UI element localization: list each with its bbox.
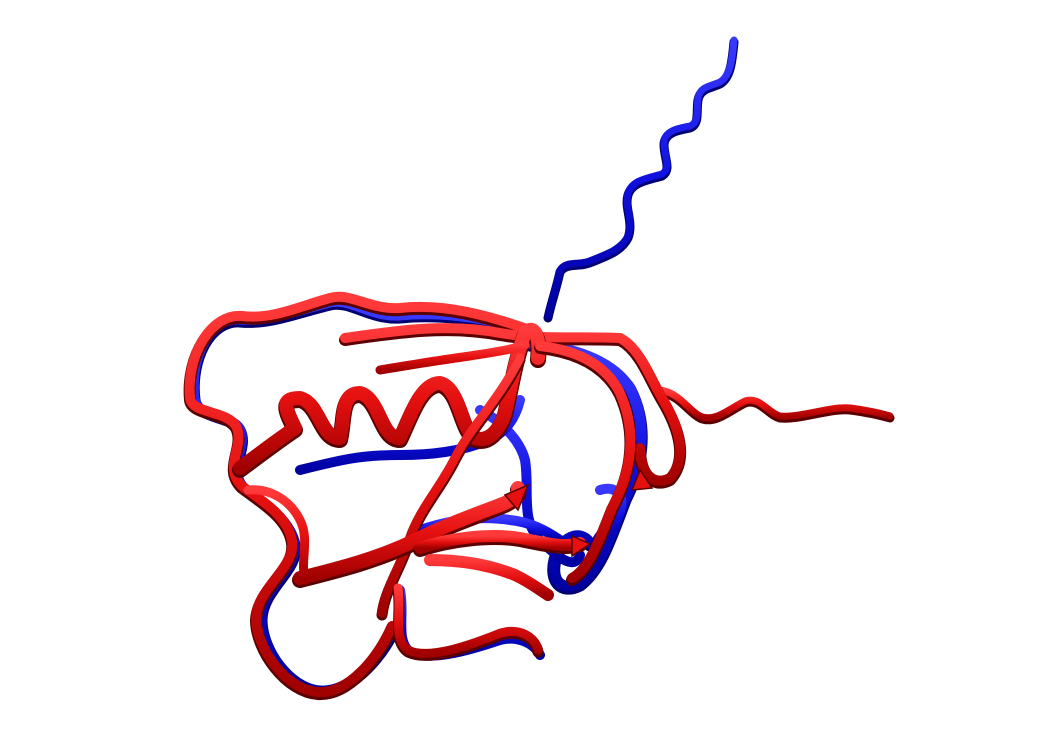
red-right-loop <box>535 341 636 583</box>
red-sheet-strand-2 <box>414 530 586 554</box>
red-top-strand <box>340 323 686 486</box>
red-outer-loop <box>184 291 535 698</box>
red-left-inner <box>243 485 310 585</box>
red-upper-return <box>375 340 530 375</box>
structure-b-ribbon <box>183 291 895 700</box>
red-helix <box>233 322 546 475</box>
red-arrowhead-2 <box>571 534 592 558</box>
red-sheet-strand-3 <box>424 554 554 601</box>
red-arrowhead-3 <box>630 468 654 491</box>
red-diagonal-strand <box>377 353 525 618</box>
blue-core-outline-shadow <box>188 298 526 698</box>
structure-a-ribbon <box>188 36 739 698</box>
red-arrowhead-1 <box>503 483 530 512</box>
red-tail <box>656 386 894 422</box>
blue-tail <box>544 36 738 320</box>
red-bottom-loop <box>393 583 543 658</box>
